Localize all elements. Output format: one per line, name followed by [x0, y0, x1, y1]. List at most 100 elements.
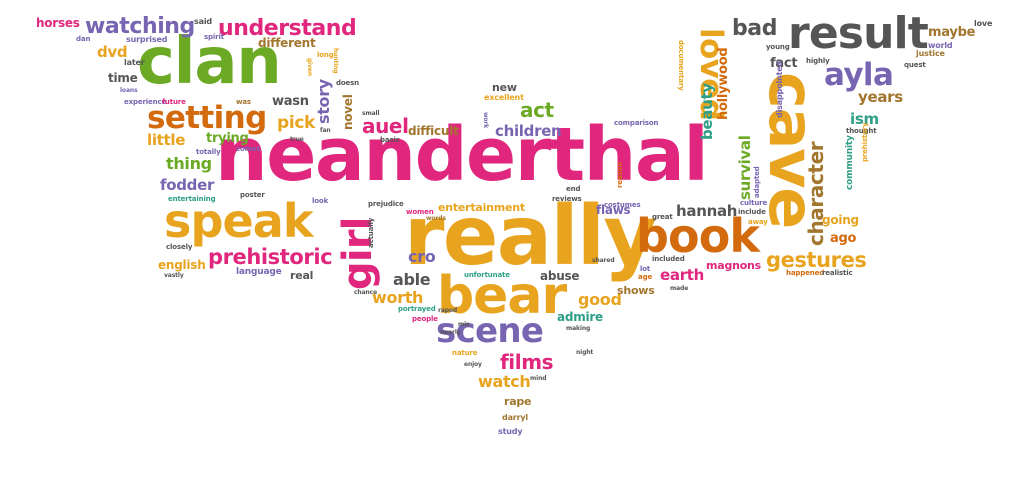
word-enjoy: enjoy — [464, 361, 482, 368]
word-said: said — [194, 17, 212, 26]
word-english: english — [158, 258, 206, 272]
word-unfortunate: unfortunate — [464, 271, 510, 279]
word-reason: reason — [616, 161, 624, 188]
word-different: different — [258, 36, 316, 50]
word-end: end — [566, 185, 581, 193]
word-novel: novel — [341, 94, 355, 130]
word-reviews: reviews — [552, 195, 582, 203]
word-surprised: surprised — [126, 35, 168, 44]
word-basic: basic — [380, 136, 400, 144]
word-auel: auel — [362, 114, 409, 138]
word-quest: quest — [904, 61, 926, 69]
word-nature: nature — [452, 349, 478, 357]
word-include: include — [738, 208, 766, 216]
word-little: little — [147, 131, 186, 149]
word-understand: understand — [218, 16, 357, 41]
word-rape: rape — [504, 395, 532, 408]
word-adapted: adapted — [753, 166, 761, 198]
word-later: later — [124, 58, 145, 67]
word-bad: bad — [732, 16, 778, 41]
word-happened: happened — [786, 269, 825, 277]
word-act: act — [520, 98, 554, 122]
word-documentary: documentary — [677, 40, 685, 91]
word-given: given — [306, 58, 313, 77]
word-cro: cro — [408, 247, 436, 266]
word-closely: closely — [166, 243, 193, 251]
word-dan: dan — [76, 35, 91, 43]
word-story: story — [314, 79, 333, 124]
word-fodder: fodder — [160, 176, 215, 194]
word-going: going — [822, 213, 859, 227]
word-worth: worth — [372, 288, 424, 307]
word-community: community — [845, 135, 855, 190]
word-hollywood: hollywood — [716, 47, 731, 120]
word-pick: pick — [277, 113, 316, 133]
word-beauty: beauty — [698, 83, 716, 140]
word-good: good — [578, 290, 622, 309]
word-look: look — [312, 197, 329, 205]
word-darryl: darryl — [502, 413, 529, 422]
word-small: small — [362, 110, 380, 117]
word-disappointed: disappointed — [775, 60, 784, 118]
word-setting: setting — [147, 100, 267, 136]
word-mis: mis — [458, 321, 470, 328]
word-earth: earth — [660, 266, 705, 284]
word-scene: scene — [436, 311, 544, 351]
word-magnons: magnons — [706, 259, 761, 272]
word-comparison: comparison — [614, 119, 659, 127]
word-costumes: costumes — [604, 201, 641, 209]
word-young: young — [766, 43, 790, 51]
word-time: time — [108, 71, 138, 85]
word-nearly: nearly — [440, 329, 461, 336]
word-result: result — [788, 8, 929, 59]
word-long: long — [317, 51, 334, 59]
word-watching: watching — [85, 14, 195, 39]
word-making: making — [566, 325, 591, 332]
word-highly: highly — [806, 57, 830, 65]
word-flaws: flaws — [596, 203, 631, 217]
word-actually: actually — [367, 217, 375, 248]
word-words: words — [426, 215, 446, 222]
word-book: book — [636, 209, 760, 263]
word-true: true — [290, 136, 304, 143]
word-entertainment: entertainment — [438, 201, 525, 214]
word-ayla: ayla — [824, 57, 894, 93]
word-clan: clan — [137, 25, 282, 99]
word-thought: thought — [846, 127, 877, 135]
word-hannah: hannah — [676, 202, 738, 220]
word-comes: comes — [236, 145, 261, 153]
word-study: study — [498, 427, 523, 436]
word-raped: raped — [438, 307, 458, 314]
word-children: children — [495, 122, 562, 140]
word-maybe: maybe — [928, 25, 976, 40]
word-culture: culture — [740, 199, 768, 207]
word-ago: ago — [830, 231, 857, 246]
word-realistic: realistic — [822, 269, 853, 277]
word-admire: admire — [557, 310, 603, 324]
word-spirit: spirit — [204, 33, 224, 41]
word-vastly: vastly — [164, 272, 184, 279]
word-excellent: excellent — [484, 93, 524, 102]
word-films: films — [500, 350, 554, 374]
word-fan: fan — [320, 127, 331, 134]
word-love: love — [974, 19, 993, 28]
word-women: women — [406, 208, 434, 216]
word-real: real — [290, 269, 314, 282]
word-shows: shows — [617, 284, 655, 297]
word-people: people — [412, 315, 438, 323]
word-able: able — [393, 270, 431, 289]
word-totally: totally — [196, 148, 221, 156]
word-really: really — [404, 189, 657, 284]
word-work: work — [482, 112, 489, 129]
word-prehistoric: prehistoric — [208, 245, 333, 269]
word-was: was — [236, 98, 251, 106]
word-horses: horses — [36, 16, 80, 30]
word-prehistory: prehistory — [861, 122, 869, 162]
word-entertaining: entertaining — [168, 195, 216, 203]
word-gestures: gestures — [766, 248, 867, 272]
word-ism: ism — [850, 110, 879, 128]
word-watch: watch — [478, 372, 531, 391]
word-world: world — [928, 41, 953, 50]
word-shared: shared — [592, 257, 615, 264]
word-character: character — [804, 141, 828, 246]
